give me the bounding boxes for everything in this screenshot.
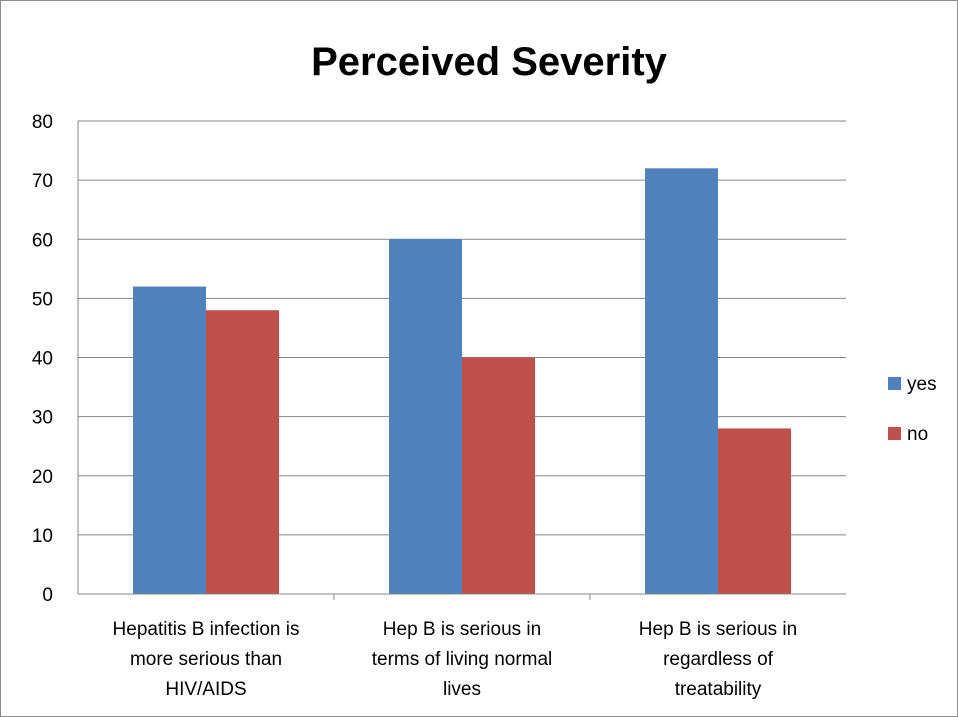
category-label-1: Hepatitis B infection is more serious tha…: [113, 619, 300, 700]
y-tick-label-80: 80: [32, 112, 53, 133]
y-tick-label-60: 60: [32, 230, 53, 251]
category-label-line: HIV/AIDS: [165, 679, 246, 700]
y-tick-label-70: 70: [32, 171, 53, 192]
y-axis-ticks: 0 10 20 30 40 50 60 70 80: [32, 112, 53, 606]
legend-label-no: no: [907, 424, 928, 445]
category-label-line: Hep B is serious in: [639, 619, 797, 640]
category-label-line: lives: [443, 679, 481, 700]
category-labels: Hepatitis B infection is more serious tha…: [113, 619, 798, 700]
bar-no-2: [462, 357, 535, 594]
y-tick-label-20: 20: [32, 467, 53, 488]
chart-title: Perceived Severity: [311, 40, 668, 84]
bar-yes-2: [389, 239, 462, 594]
category-label-line: treatability: [675, 679, 762, 700]
bar-yes-3: [645, 168, 718, 595]
legend-label-yes: yes: [907, 374, 937, 395]
category-label-2: Hep B is serious in terms of living norma…: [372, 619, 553, 700]
x-axis: [77, 121, 846, 600]
category-label-line: more serious than: [130, 649, 282, 670]
category-label-line: Hep B is serious in: [383, 619, 541, 640]
y-tick-label-10: 10: [32, 526, 53, 547]
y-tick-label-40: 40: [32, 349, 53, 370]
bar-no-1: [206, 310, 279, 594]
legend-swatch-yes: [888, 377, 901, 390]
legend: yes no: [888, 374, 937, 445]
category-label-line: regardless of: [663, 649, 774, 670]
bar-no-3: [718, 428, 791, 594]
y-tick-label-30: 30: [32, 408, 53, 429]
category-label-line: terms of living normal: [372, 649, 553, 670]
y-tick-label-0: 0: [42, 585, 53, 606]
category-label-3: Hep B is serious in regardless of treatabi…: [639, 619, 797, 700]
bar-yes-1: [133, 286, 206, 594]
bars: [133, 168, 791, 595]
category-label-line: Hepatitis B infection is: [113, 619, 300, 640]
y-tick-label-50: 50: [32, 289, 53, 310]
legend-swatch-no: [888, 427, 901, 440]
